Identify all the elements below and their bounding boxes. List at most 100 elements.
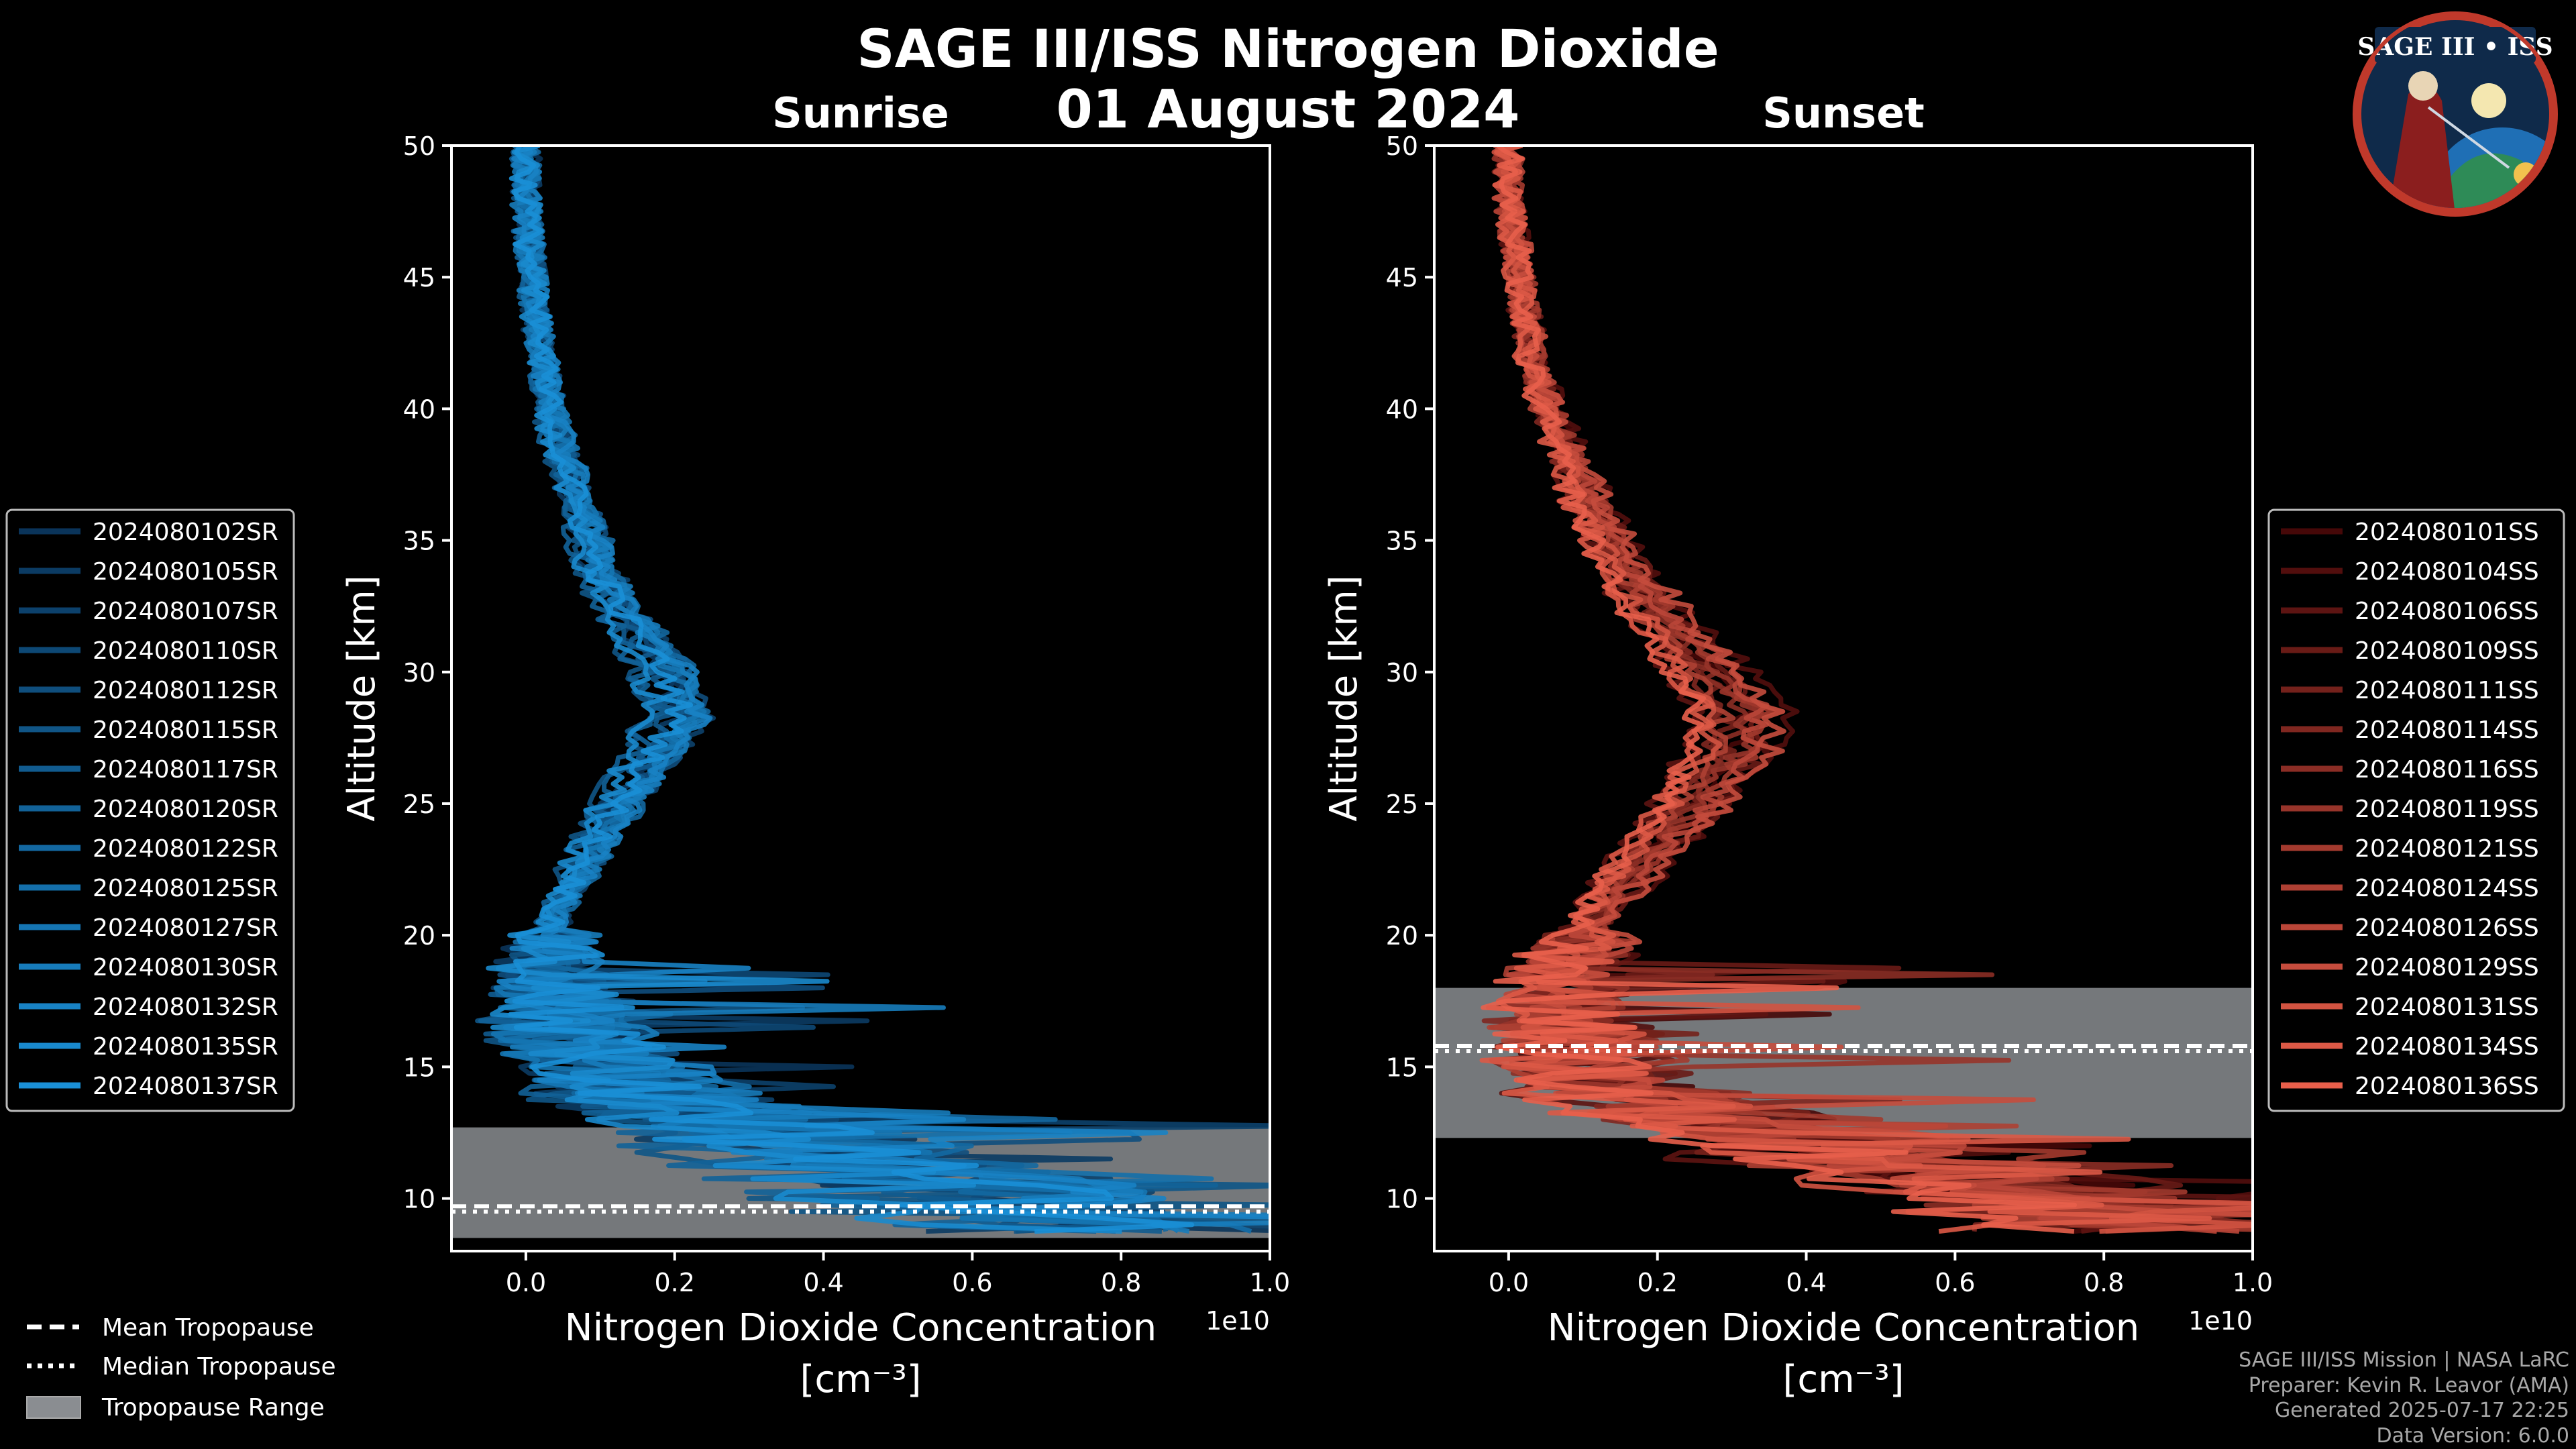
sunset-ytick-label: 20: [1386, 921, 1418, 951]
sunset-legend-label: 2024080109SS: [2355, 637, 2539, 665]
sunset-offset-label: 1e10: [2188, 1306, 2253, 1336]
sunrise-profile-line: [504, 146, 1195, 1234]
sunrise-legend-label: 2024080112SR: [93, 677, 278, 704]
sunrise-legend-label: 2024080135SR: [93, 1033, 278, 1061]
tropopause-legend: Mean Tropopause Median Tropopause Tropop…: [26, 1314, 336, 1421]
sunset-profile-line: [1481, 146, 2078, 1234]
sunrise-ylabel: Altitude [km]: [340, 575, 384, 821]
sunrise-offset-label: 1e10: [1205, 1306, 1270, 1336]
sunrise-tropopause-lines: [451, 1204, 1270, 1214]
sunset-ytick-label: 45: [1386, 263, 1418, 292]
sunrise-xticks: 0.0 0.2 0.4 0.6 0.8 1.0: [506, 1251, 1290, 1297]
sunset-ytick-label: 15: [1386, 1053, 1418, 1082]
sunrise-ytick-label: 40: [403, 394, 435, 424]
sunset-legend-box: [2267, 508, 2565, 1112]
sunset-xtick-label: 0.0: [1489, 1268, 1529, 1297]
sunrise-panel-title: Sunrise: [772, 89, 949, 138]
tropopause-range-swatch: [26, 1396, 81, 1419]
sunrise-ytick-label: 30: [403, 658, 435, 688]
sunset-xtick-label: 0.6: [1935, 1268, 1975, 1297]
sunset-yticks: 10 15 20 25 30 35 40 45 50: [1386, 131, 1434, 1214]
sunset-legend-label: 2024080106SS: [2355, 598, 2539, 625]
sunrise-legend-label: 2024080107SR: [93, 598, 278, 625]
sunset-xlabel: Nitrogen Dioxide Concentration: [1548, 1306, 2140, 1350]
sunrise-ytick-label: 45: [403, 263, 435, 292]
figure-title: SAGE III/ISS Nitrogen Dioxide: [857, 19, 1719, 80]
sunset-tropopause-lines: [1434, 1043, 2253, 1053]
sunrise-ytick-label: 20: [403, 921, 435, 951]
sage-iii-iss-logo: SAGE III • ISS: [2353, 11, 2558, 217]
tropopause-range-label: Tropopause Range: [101, 1394, 325, 1421]
sunset-ytick-label: 40: [1386, 394, 1418, 424]
sunset-xunit: [cm⁻³]: [1782, 1358, 1904, 1401]
sunrise-ytick-label: 50: [403, 131, 435, 161]
sunrise-xlabel: Nitrogen Dioxide Concentration: [565, 1306, 1157, 1350]
sunrise-legend-label: 2024080120SR: [93, 796, 278, 823]
sunset-legend-label: 2024080114SS: [2355, 716, 2539, 744]
sunset-xticks: 0.0 0.2 0.4 0.6 0.8 1.0: [1489, 1251, 2273, 1297]
sunset-legend-label: 2024080119SS: [2355, 796, 2539, 823]
sunrise-xunit: [cm⁻³]: [800, 1358, 921, 1401]
sunset-ytick-label: 10: [1386, 1185, 1418, 1214]
sunset-legend-items: 2024080101SS 2024080104SS 2024080106SS 2024…: [2281, 519, 2539, 1100]
logo-title: SAGE III • ISS: [2357, 33, 2553, 61]
sunset-legend-label: 2024080124SS: [2355, 875, 2539, 902]
sunrise-xtick-label: 0.2: [655, 1268, 695, 1297]
sunset-legend-label: 2024080134SS: [2355, 1033, 2539, 1061]
sunrise-panel: 0.0 0.2 0.4 0.6 0.8 1.0 10 15 20 25 30 35 40 45 50 Ni…: [340, 131, 1290, 1401]
sunset-xtick-label: 0.8: [2084, 1268, 2124, 1297]
sunrise-yticks: 10 15 20 25 30 35 40 45 50: [403, 131, 451, 1214]
sunset-xtick-label: 0.4: [1786, 1268, 1826, 1297]
sunrise-ytick-label: 35: [403, 527, 435, 556]
sunset-legend-label: 2024080131SS: [2355, 994, 2539, 1021]
credit-line: SAGE III/ISS Mission | NASA LaRC: [2239, 1348, 2569, 1372]
sunrise-xtick-label: 0.4: [803, 1268, 843, 1297]
sunrise-legend-items: 2024080102SR 2024080105SR 2024080107SR 2024…: [19, 519, 278, 1100]
sunrise-profiles: [475, 146, 1270, 1234]
sunrise-xtick-label: 0.0: [506, 1268, 546, 1297]
sunrise-legend-label: 2024080130SR: [93, 954, 278, 981]
sunset-xtick-label: 1.0: [2233, 1268, 2273, 1297]
sunset-legend-label: 2024080136SS: [2355, 1073, 2539, 1100]
sunrise-axes-frame: [450, 144, 1271, 1252]
mean-tropopause-label: Mean Tropopause: [102, 1314, 314, 1342]
sunrise-xtick-label: 0.8: [1101, 1268, 1141, 1297]
sunrise-legend-label: 2024080102SR: [93, 519, 278, 546]
sunset-panel: 0.0 0.2 0.4 0.6 0.8 1.0 10 15 20 25 30 35 40 45 50 Ni…: [1322, 131, 2273, 1401]
credit-line: Data Version: 6.0.0: [2377, 1424, 2569, 1448]
sunset-legend-label: 2024080126SS: [2355, 914, 2539, 942]
sunrise-xtick-label: 1.0: [1250, 1268, 1290, 1297]
sunrise-legend: 2024080102SR 2024080105SR 2024080107SR 2024…: [5, 508, 295, 1112]
sunrise-ytick-label: 25: [403, 790, 435, 819]
sunrise-legend-label: 2024080115SR: [93, 716, 278, 744]
sunset-ytick-label: 50: [1386, 131, 1418, 161]
sunrise-legend-label: 2024080125SR: [93, 875, 278, 902]
sunrise-legend-label: 2024080105SR: [93, 558, 278, 586]
median-tropopause-label: Median Tropopause: [102, 1353, 336, 1381]
sunrise-legend-label: 2024080122SR: [93, 835, 278, 863]
sunrise-legend-label: 2024080117SR: [93, 756, 278, 784]
figure-date: 01 August 2024: [1057, 80, 1520, 140]
sunset-legend: 2024080101SS 2024080104SS 2024080106SS 2024…: [2267, 508, 2565, 1112]
credits: SAGE III/ISS Mission | NASA LaRC Prepare…: [2239, 1348, 2569, 1448]
sunrise-ytick-label: 10: [403, 1185, 435, 1214]
sunset-ytick-label: 30: [1386, 658, 1418, 688]
sunrise-legend-label: 2024080132SR: [93, 994, 278, 1021]
sunset-legend-label: 2024080129SS: [2355, 954, 2539, 981]
sunset-legend-label: 2024080116SS: [2355, 756, 2539, 784]
sunset-ytick-label: 35: [1386, 527, 1418, 556]
sunset-ytick-label: 25: [1386, 790, 1418, 819]
sunset-axes-frame: [1433, 144, 2254, 1252]
credit-line: Preparer: Kevin R. Leavor (AMA): [2249, 1374, 2569, 1397]
sunset-panel-title: Sunset: [1762, 89, 1925, 138]
sunset-legend-label: 2024080101SS: [2355, 519, 2539, 546]
sunset-ylabel: Altitude [km]: [1322, 575, 1366, 821]
credit-line: Generated 2025-07-17 22:25: [2275, 1399, 2569, 1422]
sunset-xtick-label: 0.2: [1638, 1268, 1678, 1297]
sunset-legend-label: 2024080104SS: [2355, 558, 2539, 586]
sunrise-xtick-label: 0.6: [952, 1268, 992, 1297]
sunrise-legend-label: 2024080127SR: [93, 914, 278, 942]
sunrise-ytick-label: 15: [403, 1053, 435, 1082]
sunrise-legend-label: 2024080110SR: [93, 637, 278, 665]
